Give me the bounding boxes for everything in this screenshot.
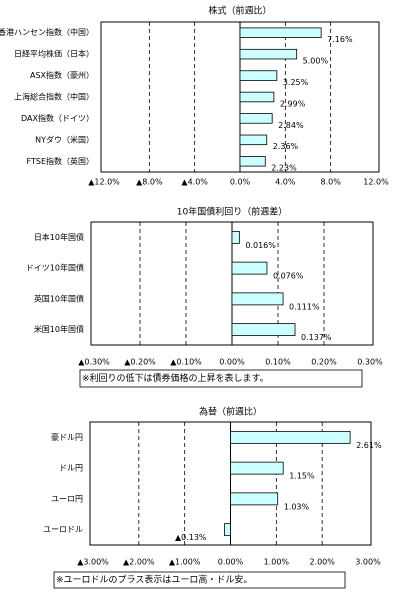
value-label: 0.016% xyxy=(245,241,276,250)
x-tick-label: 8.0% xyxy=(321,178,342,187)
value-label: 1.15% xyxy=(289,472,315,481)
bar xyxy=(231,230,240,244)
category-label: ドル円 xyxy=(59,464,83,473)
x-tick-label: ▲0.10% xyxy=(170,358,202,367)
category-label: 日本10年国債 xyxy=(34,232,84,242)
chart-title: 為替（前週比） xyxy=(199,406,262,418)
value-label: ▲0.13% xyxy=(175,533,207,542)
x-tick-label: 0.30% xyxy=(357,358,383,367)
x-tick-label: 0.20% xyxy=(311,358,337,367)
category-label: 香港ハンセン指数（中国） xyxy=(0,27,94,37)
x-tick-label: ▲2.00% xyxy=(123,558,155,567)
x-tick-label: 4.0% xyxy=(275,178,296,187)
value-label: 2.36% xyxy=(273,142,299,151)
bar xyxy=(239,48,298,60)
bar xyxy=(239,113,273,124)
category-label: FTSE指数（英国） xyxy=(27,156,94,166)
category-label: 英国10年国債 xyxy=(34,293,84,303)
value-label: 2.84% xyxy=(278,121,304,130)
category-label: ASX指数（豪州） xyxy=(30,70,94,80)
value-label: 1.03% xyxy=(284,502,310,511)
x-tick-label: ▲3.00% xyxy=(77,558,109,567)
bar xyxy=(230,430,351,444)
category-label: ユーロドル xyxy=(43,525,83,534)
bar xyxy=(224,523,231,537)
chart-title: 株式（前週比） xyxy=(208,5,271,17)
value-label: 2.23% xyxy=(271,164,297,173)
x-tick-label: ▲12.0% xyxy=(88,178,120,187)
note-box xyxy=(53,571,346,589)
value-label: 2.99% xyxy=(280,99,306,108)
bar xyxy=(230,461,284,475)
x-tick-label: ▲0.20% xyxy=(124,358,156,367)
category-label: NYダウ（米国） xyxy=(35,134,94,144)
chart-title: 10年国債利回り（前週差） xyxy=(177,206,287,218)
value-label: 7.16% xyxy=(327,35,353,44)
value-label: 0.137% xyxy=(301,333,332,342)
bar xyxy=(239,156,266,167)
category-label: DAX指数（ドイツ） xyxy=(21,113,94,123)
x-tick-label: 0.0% xyxy=(230,178,251,187)
x-tick-label: 2.00% xyxy=(309,558,335,567)
x-tick-label: ▲1.00% xyxy=(169,558,201,567)
x-tick-label: ▲0.30% xyxy=(78,358,110,367)
note: ※ユーロドルのプラス表示はユーロ高・ドル安。 xyxy=(56,574,252,586)
note-box xyxy=(79,369,363,388)
category-label: 上海総合指数（中国） xyxy=(14,92,94,102)
value-label: 0.111% xyxy=(289,302,320,311)
value-label: 0.076% xyxy=(273,272,304,281)
x-tick-label: 1.00% xyxy=(264,558,290,567)
category-label: ユーロ円 xyxy=(51,494,83,503)
bar xyxy=(239,27,322,38)
bar xyxy=(231,323,296,337)
bar xyxy=(239,134,268,146)
value-label: 3.25% xyxy=(283,78,309,87)
bar xyxy=(231,292,284,306)
x-tick-label: 0.10% xyxy=(265,358,291,367)
category-label: 豪ドル円 xyxy=(51,432,83,442)
x-tick-label: ▲8.0% xyxy=(136,178,163,187)
category-label: 米国10年国債 xyxy=(34,324,84,334)
bar xyxy=(230,492,279,506)
bar xyxy=(239,70,278,81)
bar xyxy=(231,261,268,275)
x-tick-label: 0.00% xyxy=(218,558,244,567)
x-tick-label: 0.00% xyxy=(219,358,245,367)
value-label: 2.61% xyxy=(356,441,382,450)
category-label: ドイツ10年国債 xyxy=(26,263,84,273)
note: ※利回りの低下は債券価格の上昇を表します。 xyxy=(82,372,269,384)
value-label: 5.00% xyxy=(303,56,329,65)
x-tick-label: 12.0% xyxy=(363,178,389,187)
x-tick-label: 3.00% xyxy=(355,558,381,567)
bar xyxy=(239,91,275,103)
category-label: 日経平均株価（日本） xyxy=(14,49,94,59)
x-tick-label: ▲4.0% xyxy=(181,178,208,187)
